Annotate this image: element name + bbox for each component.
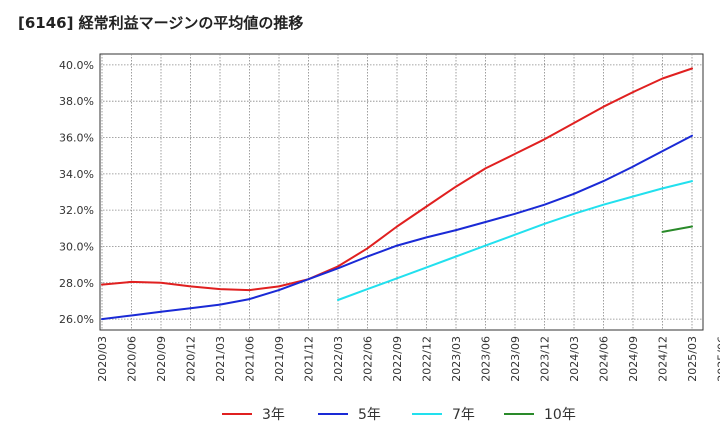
x-tick-label: 2022/09 (391, 336, 404, 382)
x-tick-label: 2024/03 (568, 336, 581, 382)
x-tick-label: 2022/03 (332, 336, 345, 382)
y-tick-label: 40.0% (59, 59, 94, 72)
x-tick-label: 2025/06 (716, 336, 720, 382)
series-lines (101, 67, 693, 321)
series-line-2 (337, 180, 693, 301)
x-tick-label: 2021/06 (244, 336, 257, 382)
y-tick-label: 28.0% (59, 277, 94, 290)
y-tick-label: 30.0% (59, 240, 94, 253)
legend-label: 5年 (358, 407, 381, 423)
x-tick-label: 2024/09 (627, 336, 640, 382)
grid-lines (100, 54, 703, 330)
series-line-3 (661, 225, 693, 233)
legend-label: 10年 (544, 407, 576, 423)
x-axis-tick-labels: 2020/03 2020/06 2020/09 2020/12 2021/03 2021/… (96, 336, 720, 382)
x-tick-label: 2023/09 (509, 336, 522, 382)
x-tick-label: 2021/03 (214, 336, 227, 382)
x-tick-label: 2022/12 (421, 336, 434, 382)
legend-label: 7年 (452, 407, 475, 423)
y-tick-label: 36.0% (59, 132, 94, 145)
x-tick-label: 2020/06 (126, 336, 139, 382)
x-tick-label: 2021/09 (273, 336, 286, 382)
x-tick-label: 2023/12 (539, 336, 552, 382)
y-tick-label: 38.0% (59, 95, 94, 108)
y-tick-label: 34.0% (59, 168, 94, 181)
x-tick-label: 2024/06 (598, 336, 611, 382)
chart-title: [6146] 経常利益マージンの平均値の推移 (18, 14, 304, 32)
x-tick-label: 2022/06 (362, 336, 375, 382)
y-tick-label: 26.0% (59, 313, 94, 326)
series-line-0 (101, 67, 693, 292)
plot-area-background (99, 53, 704, 331)
y-axis-tick-labels: 26.0% 28.0% 30.0% 32.0% 34.0% 36.0% 38.0% 40.0% (59, 59, 94, 326)
series-line-1 (101, 134, 693, 321)
x-tick-label: 2023/06 (480, 336, 493, 382)
x-tick-label: 2021/12 (303, 336, 316, 382)
x-tick-label: 2020/03 (96, 336, 109, 382)
x-tick-label: 2020/12 (185, 336, 198, 382)
legend: 3年 5年 7年 10年 (222, 407, 576, 423)
x-tick-label: 2020/09 (155, 336, 168, 382)
x-tick-label: 2024/12 (657, 336, 670, 382)
legend-label: 3年 (262, 407, 285, 423)
x-tick-label: 2023/03 (450, 336, 463, 382)
y-tick-label: 32.0% (59, 204, 94, 217)
x-tick-label: 2025/03 (686, 336, 699, 382)
